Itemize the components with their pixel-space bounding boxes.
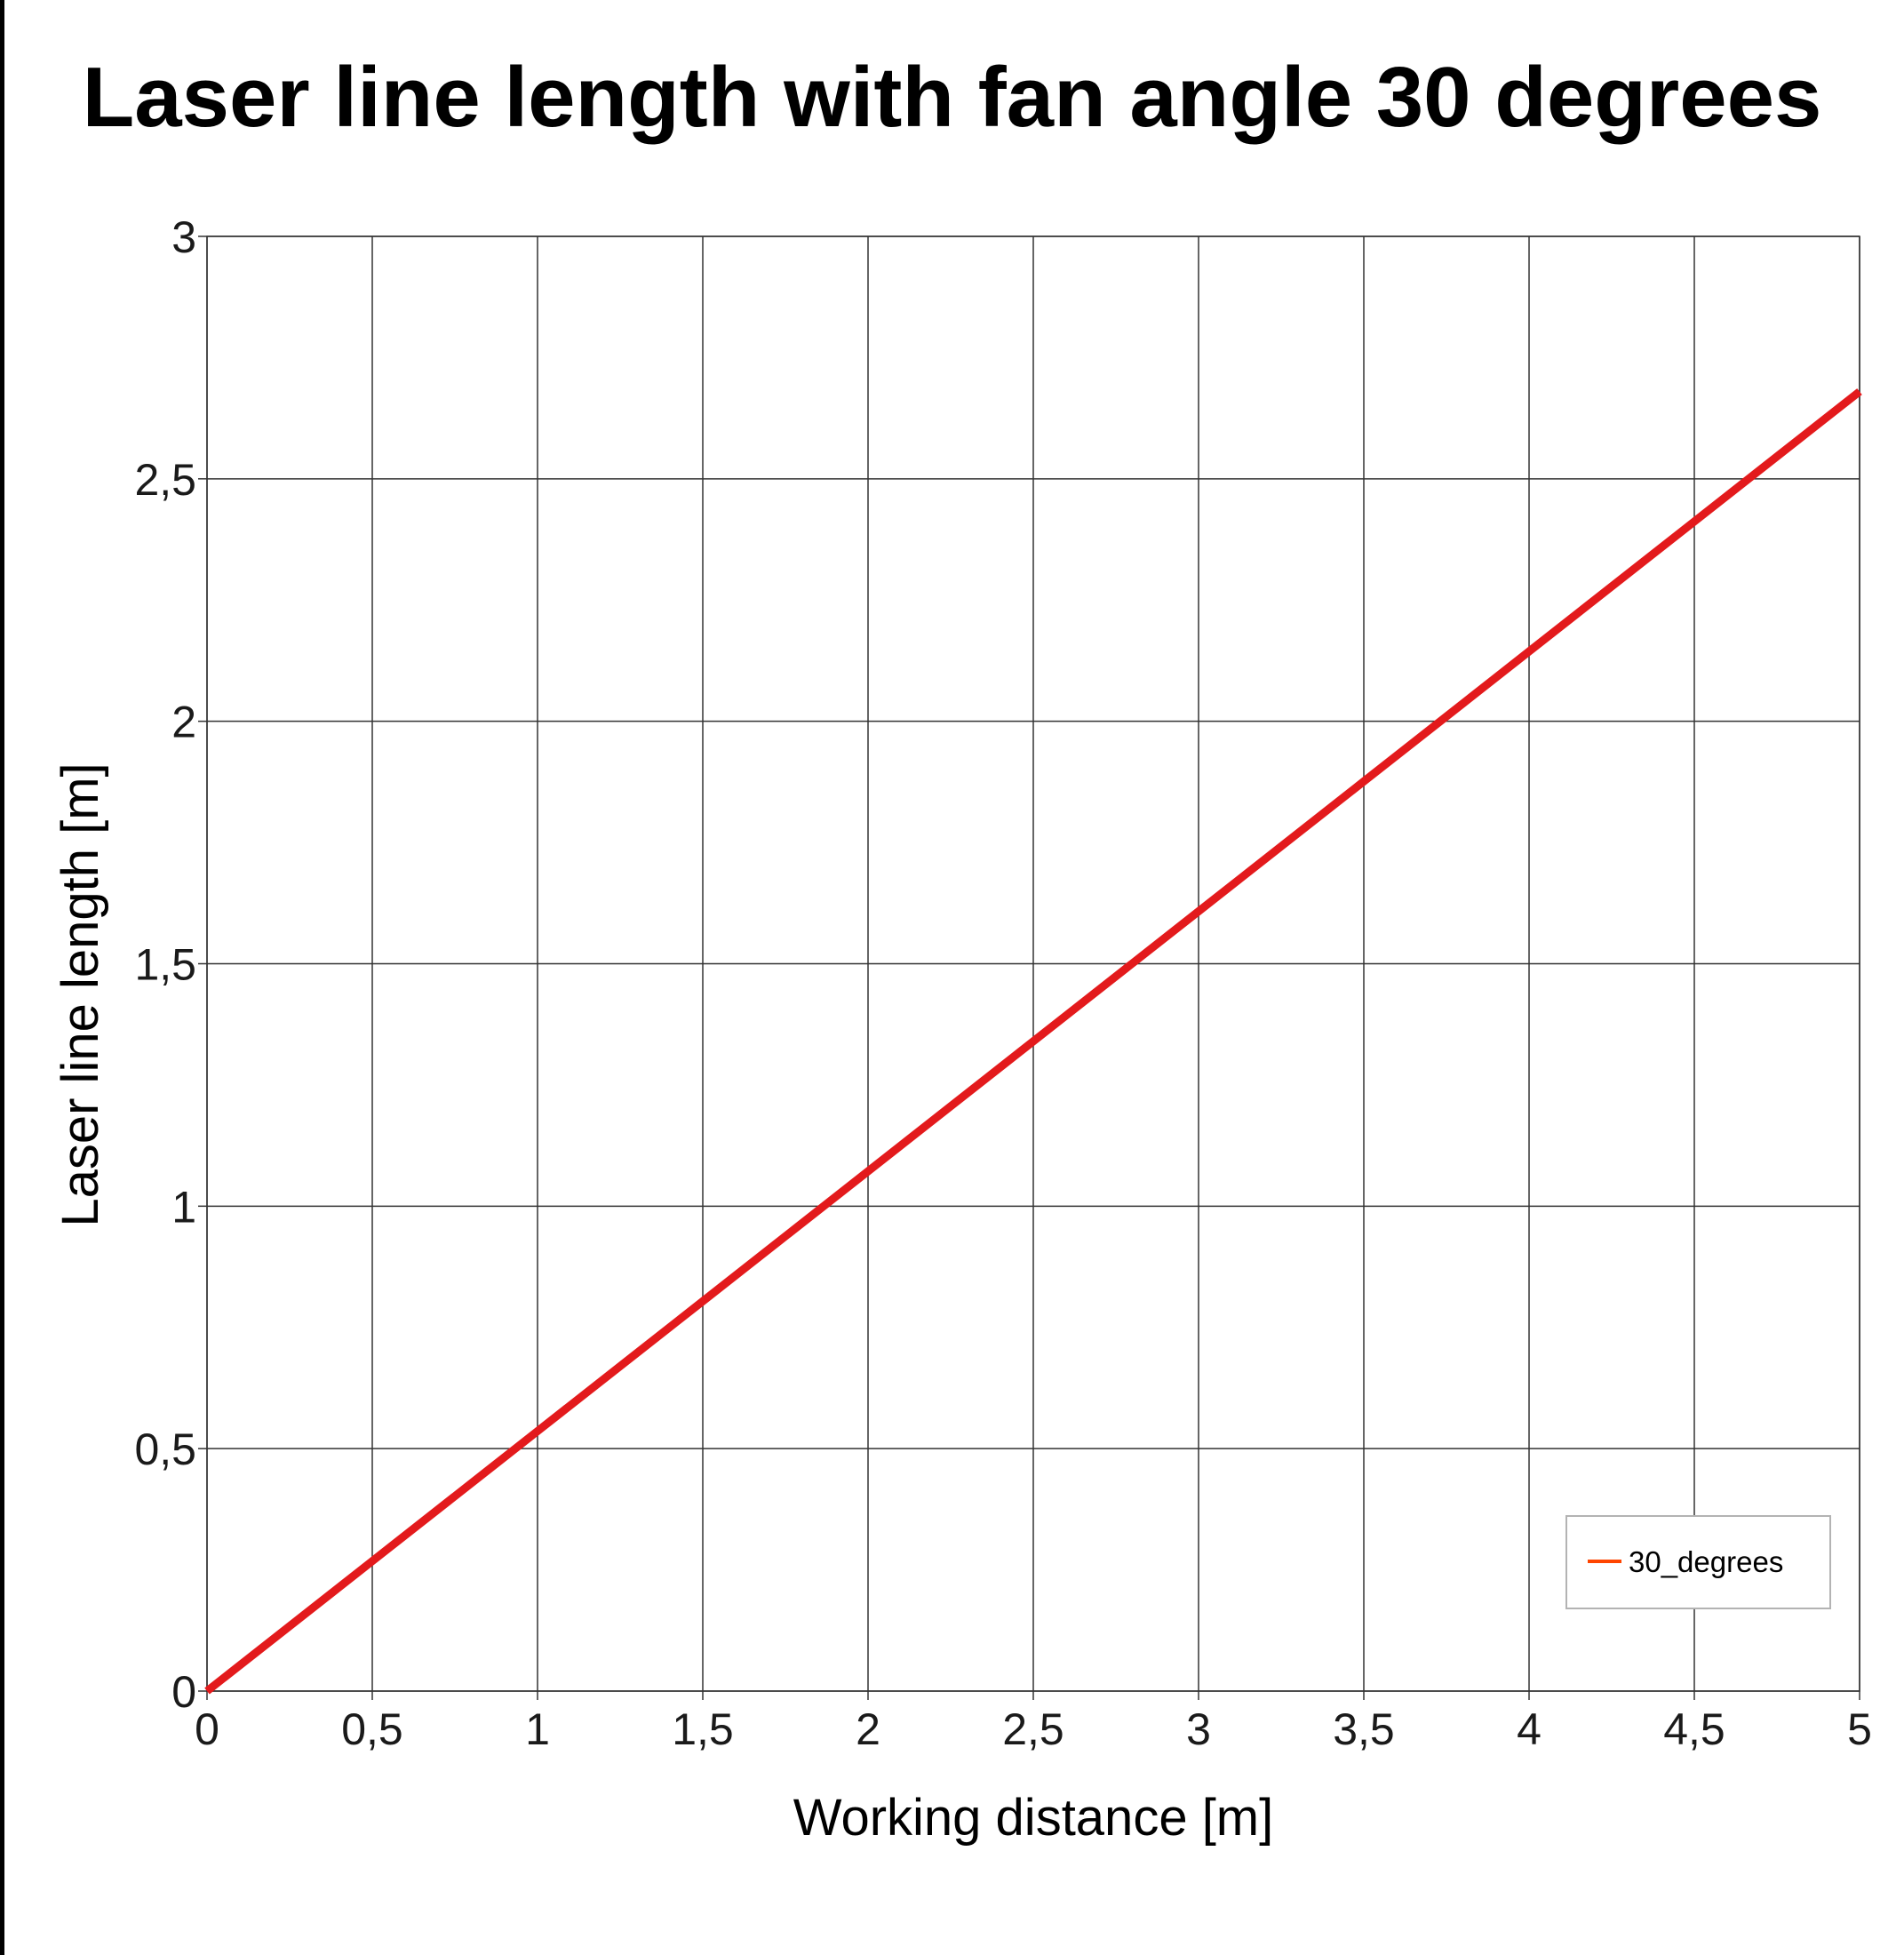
axes [198,235,1860,1700]
x-tick-label: 5 [1847,1704,1872,1754]
plot-area-border [206,235,1860,1692]
x-axis-label: Working distance [m] [793,1789,1273,1847]
x-tick-label: 2 [856,1704,880,1754]
x-tick-label: 0 [195,1704,219,1754]
x-tick-label: 3,5 [1333,1704,1395,1754]
y-tick-label: 0,5 [134,1424,196,1474]
legend-entry-30-degrees: 30_degrees [1629,1545,1783,1578]
y-tick-label: 0 [171,1667,196,1717]
x-tick-label: 0,5 [341,1704,403,1754]
y-tick-label: 1 [171,1182,196,1232]
x-tick-label: 2,5 [1002,1704,1064,1754]
chart-title: Laser line length with fan angle 30 degr… [82,50,1822,145]
x-tick-label: 1,5 [672,1704,734,1754]
y-tick-label: 2 [171,698,196,747]
y-tick-label: 2,5 [134,455,196,505]
x-tick-label: 4,5 [1663,1704,1725,1754]
x-tick-label: 1 [525,1704,550,1754]
y-tick-label: 1,5 [134,940,196,990]
series-line-30-degrees [204,388,1862,1695]
y-axis-label: Laser line length [m] [52,762,109,1226]
tick-labels: 0 0,5 1 1,5 2 2,5 3 3,5 4 4,5 5 0 0,5 1 1,5 2 2,5 3 [134,212,1871,1754]
y-tick-label: 3 [171,212,196,262]
x-tick-label: 4 [1517,1704,1542,1754]
series-lines [204,388,1862,1695]
legend: 30_degrees [1565,1515,1831,1609]
x-tick-label: 3 [1186,1704,1211,1754]
grid-lines [206,235,1860,1692]
